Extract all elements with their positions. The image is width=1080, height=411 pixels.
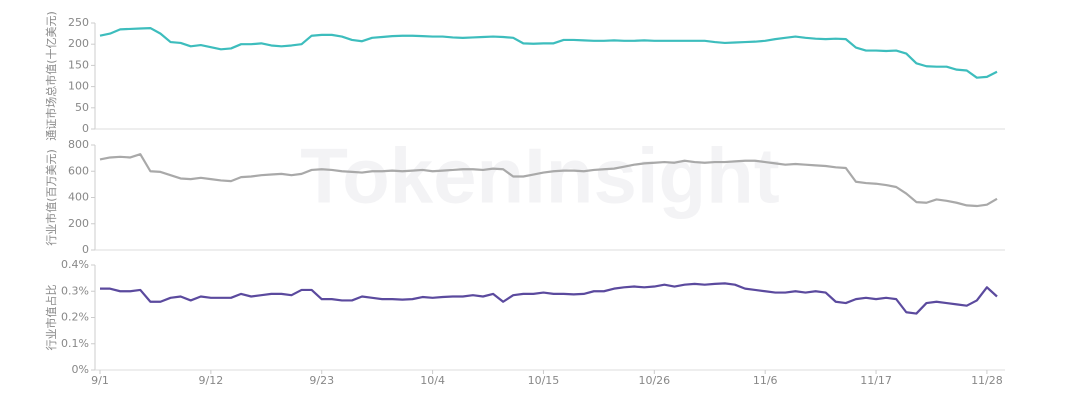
x-tick-label: 9/1	[91, 374, 109, 387]
y-axis-title: 行业市值(百万美元)	[44, 149, 58, 246]
x-tick-label: 9/23	[309, 374, 334, 387]
y-tick-label: 800	[68, 138, 89, 151]
y-tick-label: 0	[82, 243, 89, 256]
watermark: TokenInsight	[300, 132, 780, 220]
x-tick-label: 11/6	[753, 374, 778, 387]
y-tick-label: 200	[68, 37, 89, 50]
y-tick-label: 250	[68, 16, 89, 29]
y-tick-label: 0.3%	[61, 284, 89, 297]
line	[100, 282, 998, 315]
y-tick-label: 100	[68, 80, 89, 93]
y-tick-label: 0%	[72, 363, 89, 376]
y-tick-label: 0.1%	[61, 337, 89, 350]
y-axis-title: 行业市值占比	[44, 285, 58, 351]
y-tick-label: 50	[75, 101, 89, 114]
y-tick-label: 600	[68, 164, 89, 177]
x-tick-label: 9/12	[199, 374, 224, 387]
y-tick-label: 200	[68, 217, 89, 230]
x-tick-label: 11/17	[860, 374, 892, 387]
y-tick-label: 150	[68, 58, 89, 71]
y-tick-label: 0	[82, 122, 89, 135]
y-tick-label: 0.4%	[61, 258, 89, 271]
x-tick-label: 10/4	[420, 374, 445, 387]
x-tick-label: 11/28	[971, 374, 1003, 387]
x-tick-label: 10/15	[528, 374, 560, 387]
line	[99, 153, 998, 208]
x-tick-label: 10/26	[638, 374, 670, 387]
y-tick-label: 0.2%	[61, 311, 89, 324]
line	[99, 26, 998, 79]
y-axis-title: 通证市场总市值(十亿美元)	[44, 11, 58, 141]
y-tick-label: 400	[68, 191, 89, 204]
